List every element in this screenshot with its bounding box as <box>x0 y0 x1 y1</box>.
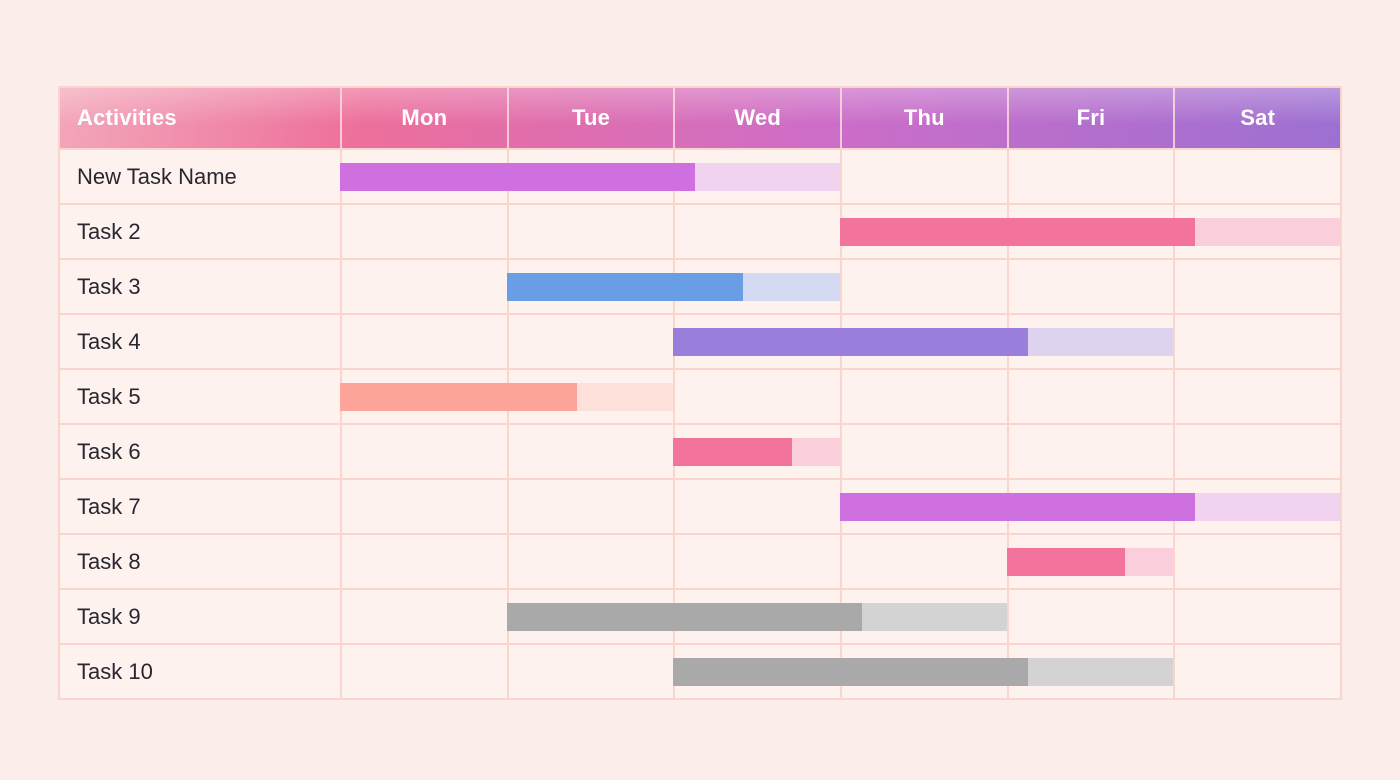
task-name-cell[interactable]: Task 8 <box>77 548 141 574</box>
gantt-row: Task 5 <box>60 368 1340 423</box>
gantt-bar[interactable] <box>506 603 1007 631</box>
grid-cell <box>840 370 1007 423</box>
task-name-cell[interactable]: Task 6 <box>77 438 141 464</box>
task-name-cell[interactable]: Task 4 <box>77 328 141 354</box>
gantt-bar[interactable] <box>506 273 840 301</box>
bar-layer <box>340 645 1340 698</box>
gantt-bar[interactable] <box>673 658 1174 686</box>
task-name-cell[interactable]: Task 5 <box>77 383 141 409</box>
grid-cell <box>340 645 507 698</box>
bar-layer <box>340 425 1340 478</box>
grid-cell <box>1173 315 1340 368</box>
grid-cell <box>506 480 674 533</box>
column-header-mon: Mon <box>340 88 507 148</box>
bar-layer <box>340 260 1340 313</box>
grid-cell <box>1006 150 1174 203</box>
column-header-activities: Activities <box>77 105 177 130</box>
grid-cell <box>506 205 674 258</box>
column-header-fri: Fri <box>1006 88 1174 148</box>
grid-cell <box>673 535 840 588</box>
task-name-cell[interactable]: Task 7 <box>77 493 141 519</box>
gantt-row: Task 10 <box>60 643 1340 698</box>
task-name-cell[interactable]: Task 2 <box>77 218 141 244</box>
gantt-bar-progress <box>340 163 695 191</box>
gantt-bar[interactable] <box>340 163 840 191</box>
grid-cell <box>673 205 840 258</box>
gantt-bar-progress <box>673 328 1029 356</box>
grid-cell <box>506 425 674 478</box>
column-header-tue: Tue <box>506 88 674 148</box>
grid-cell <box>340 590 507 643</box>
grid-cell <box>1173 590 1340 643</box>
bar-layer <box>340 535 1340 588</box>
gantt-row: Task 3 <box>60 258 1340 313</box>
grid-cell <box>1173 535 1340 588</box>
grid-cell <box>1173 150 1340 203</box>
grid-cell <box>340 480 507 533</box>
grid-cell <box>340 535 507 588</box>
bar-layer <box>340 205 1340 258</box>
task-name-cell[interactable]: Task 9 <box>77 603 141 629</box>
gantt-bar-progress <box>506 603 862 631</box>
grid-cell <box>340 205 507 258</box>
gantt-chart: Activities Mon Tue Wed Thu Fri Sat New Task N… <box>58 86 1342 700</box>
grid-cell <box>840 260 1007 313</box>
grid-cell <box>1006 370 1174 423</box>
bar-layer <box>340 150 1340 203</box>
column-header-wed: Wed <box>673 88 840 148</box>
bar-layer <box>340 315 1340 368</box>
gantt-bar-progress <box>840 493 1195 521</box>
grid-cell <box>1006 260 1174 313</box>
task-name-cell[interactable]: New Task Name <box>77 163 237 189</box>
bar-layer <box>340 370 1340 423</box>
gantt-row: Task 7 <box>60 478 1340 533</box>
grid-cell <box>840 150 1007 203</box>
grid-cell <box>340 425 507 478</box>
grid-cell <box>1173 260 1340 313</box>
gantt-bar-progress <box>1006 548 1125 576</box>
gantt-rows: New Task Name Task 2 Task 3 Task 4 Task 5 Tas… <box>60 148 1340 698</box>
task-name-cell[interactable]: Task 3 <box>77 273 141 299</box>
grid-cell <box>840 535 1007 588</box>
grid-cell <box>506 535 674 588</box>
grid-cell <box>1173 370 1340 423</box>
gantt-header-row: Activities Mon Tue Wed Thu Fri Sat <box>60 88 1340 148</box>
grid-cell <box>340 315 507 368</box>
gantt-row: Task 9 <box>60 588 1340 643</box>
grid-cell <box>506 315 674 368</box>
task-name-cell[interactable]: Task 10 <box>77 658 153 684</box>
gantt-bar[interactable] <box>840 493 1340 521</box>
grid-cell <box>673 480 840 533</box>
gantt-bar-progress <box>840 218 1195 246</box>
gantt-row: Task 4 <box>60 313 1340 368</box>
grid-cell <box>1006 425 1174 478</box>
gantt-row: New Task Name <box>60 148 1340 203</box>
gantt-row: Task 8 <box>60 533 1340 588</box>
column-header-sat: Sat <box>1173 88 1340 148</box>
gantt-bar-progress <box>340 383 577 411</box>
gantt-bar[interactable] <box>673 438 840 466</box>
gantt-bar[interactable] <box>840 218 1340 246</box>
grid-cell <box>673 370 840 423</box>
gantt-bar[interactable] <box>673 328 1174 356</box>
gantt-bar-progress <box>673 658 1029 686</box>
gantt-row: Task 2 <box>60 203 1340 258</box>
grid-cell <box>506 645 674 698</box>
gantt-row: Task 6 <box>60 423 1340 478</box>
grid-cell <box>1173 425 1340 478</box>
grid-cell <box>1173 645 1340 698</box>
gantt-bar-progress <box>673 438 792 466</box>
bar-layer <box>340 590 1340 643</box>
bar-layer <box>340 480 1340 533</box>
gantt-bar[interactable] <box>1006 548 1174 576</box>
column-header-thu: Thu <box>840 88 1007 148</box>
grid-cell <box>1006 590 1174 643</box>
gantt-bar-progress <box>506 273 744 301</box>
gantt-bar[interactable] <box>340 383 674 411</box>
grid-cell <box>340 260 507 313</box>
grid-cell <box>840 425 1007 478</box>
